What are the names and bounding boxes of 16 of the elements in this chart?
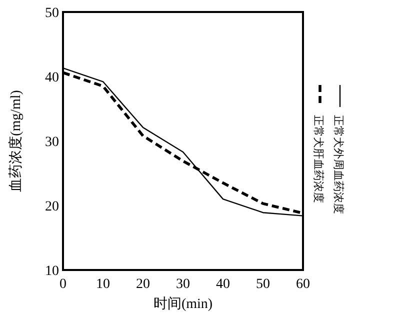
legend-label: 正常犬外周血药浓度 <box>332 115 345 214</box>
y-tick-label: 10 <box>45 264 59 279</box>
y-tick-label: 50 <box>45 6 59 21</box>
y-tick-label: 40 <box>45 70 59 86</box>
x-axis-title: 时间(min) <box>153 296 213 312</box>
legend-label: 正常犬肝血药浓度 <box>312 115 325 203</box>
y-tick-label: 20 <box>45 200 59 214</box>
x-tick-label: 20 <box>136 277 150 292</box>
x-tick-label: 40 <box>216 277 230 292</box>
x-tick-label: 30 <box>176 277 190 292</box>
y-axis-title: 血药浓度(mg/ml) <box>8 90 24 192</box>
x-tick-label: 0 <box>60 277 66 292</box>
x-tick-label: 60 <box>296 277 310 292</box>
x-tick-label: 10 <box>96 277 110 292</box>
y-tick-label: 30 <box>45 135 59 150</box>
x-tick-label: 50 <box>256 277 270 292</box>
